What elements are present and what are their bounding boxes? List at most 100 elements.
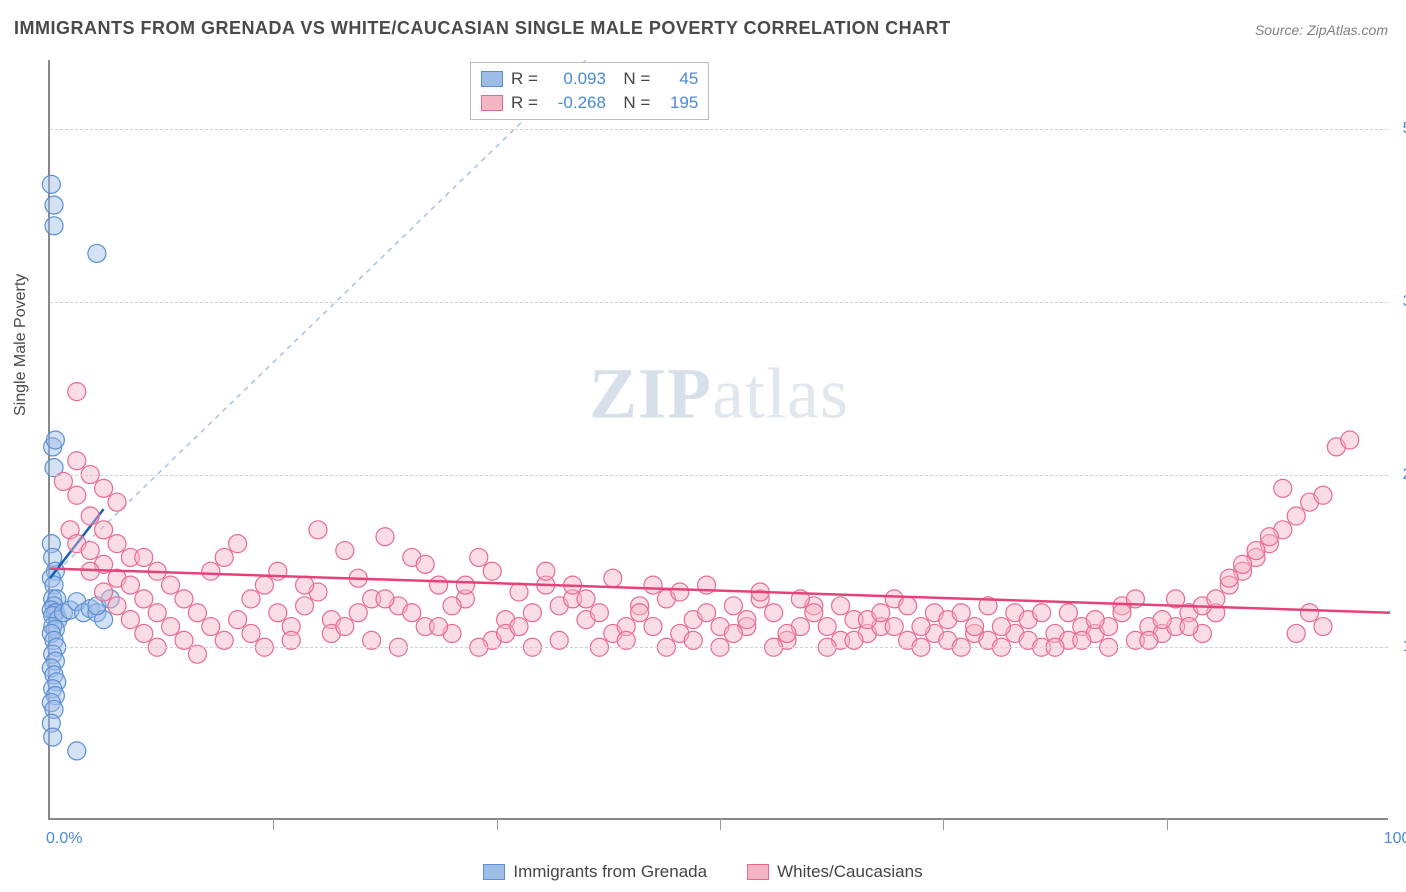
scatter-point: [188, 604, 206, 622]
scatter-point: [724, 624, 742, 642]
scatter-point: [430, 576, 448, 594]
scatter-point: [88, 244, 106, 262]
scatter-point: [242, 590, 260, 608]
scatter-point: [832, 597, 850, 615]
scatter-point: [148, 604, 166, 622]
scatter-point: [1153, 611, 1171, 629]
legend-r-label: R =: [511, 91, 538, 115]
scatter-point: [229, 535, 247, 553]
source-attribution: Source: ZipAtlas.com: [1255, 22, 1388, 38]
scatter-point: [45, 196, 63, 214]
scatter-point: [81, 507, 99, 525]
gridline-h: [50, 647, 1388, 648]
scatter-point: [108, 535, 126, 553]
scatter-point: [95, 479, 113, 497]
scatter-point: [1220, 569, 1238, 587]
legend-item: Immigrants from Grenada: [483, 862, 707, 882]
scatter-point: [1341, 431, 1359, 449]
scatter-point: [135, 624, 153, 642]
scatter-point: [805, 604, 823, 622]
scatter-point: [1180, 618, 1198, 636]
scatter-point: [376, 528, 394, 546]
scatter-point: [1234, 555, 1252, 573]
legend-label: Immigrants from Grenada: [513, 862, 707, 882]
x-tick: [1167, 818, 1168, 830]
scatter-point: [885, 618, 903, 636]
x-tick-label-right: 100.0%: [1384, 830, 1406, 848]
scatter-point: [1207, 590, 1225, 608]
x-tick: [943, 818, 944, 830]
scatter-point: [1086, 611, 1104, 629]
scatter-point: [738, 611, 756, 629]
scatter-point: [590, 604, 608, 622]
scatter-point: [1247, 542, 1265, 560]
scatter-point: [483, 562, 501, 580]
scatter-point: [45, 217, 63, 235]
scatter-point: [336, 542, 354, 560]
scatter-point: [229, 611, 247, 629]
legend-swatch: [747, 864, 769, 880]
scatter-point: [698, 604, 716, 622]
scatter-point: [872, 604, 890, 622]
scatter-point: [255, 576, 273, 594]
scatter-point: [765, 604, 783, 622]
legend-swatch: [481, 95, 503, 111]
scatter-point: [1260, 528, 1278, 546]
legend-r-value: 0.093: [546, 67, 606, 91]
x-tick: [273, 818, 274, 830]
scatter-point: [162, 618, 180, 636]
scatter-point: [309, 521, 327, 539]
legend-n-label: N =: [614, 67, 650, 91]
scatter-point: [1287, 507, 1305, 525]
legend-row: R = 0.093 N = 45: [481, 67, 698, 91]
scatter-point: [604, 569, 622, 587]
scatter-point: [644, 618, 662, 636]
scatter-point: [162, 576, 180, 594]
legend-swatch: [481, 71, 503, 87]
scatter-point: [68, 486, 86, 504]
scatter-point: [269, 604, 287, 622]
scatter-point: [443, 597, 461, 615]
scatter-point: [42, 175, 60, 193]
scatter-point: [44, 728, 62, 746]
scatter-point: [296, 597, 314, 615]
scatter-point: [724, 597, 742, 615]
y-tick-label: 37.5%: [1393, 293, 1406, 311]
legend-item: Whites/Caucasians: [747, 862, 923, 882]
scatter-point: [1314, 486, 1332, 504]
scatter-point: [46, 431, 64, 449]
scatter-point: [523, 604, 541, 622]
scatter-point: [242, 624, 260, 642]
scatter-point: [95, 583, 113, 601]
scatter-point: [68, 742, 86, 760]
y-tick-label: 12.5%: [1393, 638, 1406, 656]
y-tick-label: 25.0%: [1393, 466, 1406, 484]
legend-n-value: 45: [658, 67, 698, 91]
legend-swatch: [483, 864, 505, 880]
series-legend: Immigrants from Grenada Whites/Caucasians: [0, 862, 1406, 882]
scatter-point: [68, 383, 86, 401]
scatter-point: [135, 590, 153, 608]
scatter-point: [215, 548, 233, 566]
scatter-point: [269, 562, 287, 580]
scatter-point: [1274, 479, 1292, 497]
legend-r-value: -0.268: [546, 91, 606, 115]
scatter-point: [135, 548, 153, 566]
scatter-svg: [50, 60, 1388, 818]
legend-n-value: 195: [658, 91, 698, 115]
legend-n-label: N =: [614, 91, 650, 115]
scatter-point: [202, 562, 220, 580]
scatter-point: [403, 604, 421, 622]
scatter-point: [510, 618, 528, 636]
scatter-point: [376, 590, 394, 608]
scatter-point: [992, 618, 1010, 636]
scatter-point: [577, 590, 595, 608]
plot-area: ZIPatlas R =0.093 N =45R =-0.268 N =195 …: [48, 60, 1388, 820]
gridline-h: [50, 475, 1388, 476]
x-tick: [720, 818, 721, 830]
legend-r-label: R =: [511, 67, 538, 91]
gridline-h: [50, 302, 1388, 303]
scatter-point: [818, 618, 836, 636]
scatter-point: [1314, 618, 1332, 636]
diagonal-guide: [50, 60, 586, 578]
